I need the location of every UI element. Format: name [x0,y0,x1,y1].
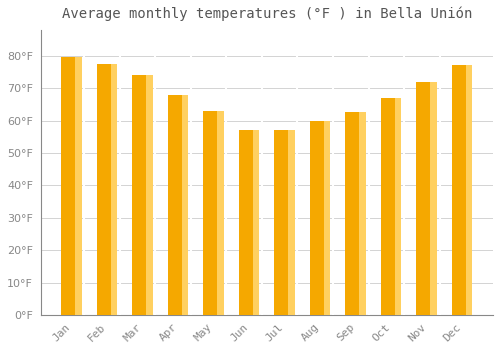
Bar [452,65,468,315]
Bar [395,98,402,315]
Bar [110,64,117,315]
Bar [466,65,472,315]
Bar [430,82,437,315]
Bar [96,64,112,315]
Bar [239,130,254,315]
Bar [61,57,76,315]
Bar [75,57,82,315]
Bar [146,75,152,315]
Bar [217,111,224,315]
Bar [132,75,148,315]
Bar [274,130,290,315]
Bar [360,112,366,315]
Bar [182,94,188,315]
Bar [168,94,183,315]
Bar [324,120,330,315]
Bar [252,130,260,315]
Bar [416,82,432,315]
Bar [204,111,218,315]
Bar [310,120,326,315]
Bar [288,130,295,315]
Bar [346,112,361,315]
Bar [381,98,396,315]
Title: Average monthly temperatures (°F ) in Bella Unión: Average monthly temperatures (°F ) in Be… [62,7,472,21]
